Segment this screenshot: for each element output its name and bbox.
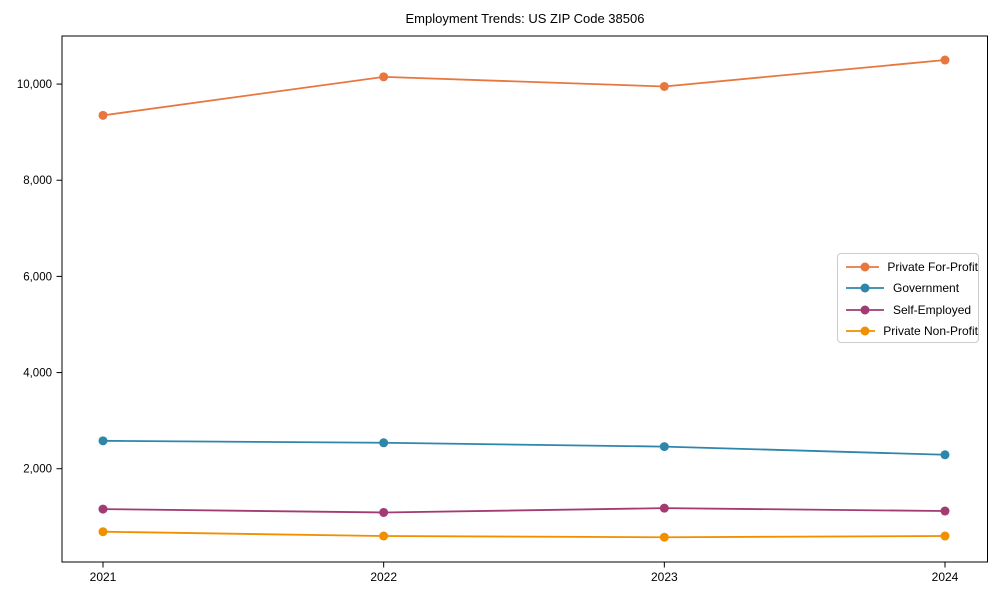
y-tick-label: 2,000 bbox=[23, 464, 52, 476]
legend-label: Self-Employed bbox=[893, 302, 972, 317]
y-tick-label: 4,000 bbox=[23, 368, 52, 380]
data-point-private-non-profit-2021 bbox=[98, 527, 108, 537]
data-point-self-employed-2022 bbox=[379, 507, 389, 517]
data-point-private-for-profit-2022 bbox=[379, 72, 389, 82]
x-tick-label: 2023 bbox=[651, 570, 678, 584]
x-tick-label: 2024 bbox=[932, 570, 959, 584]
x-tick-label: 2021 bbox=[90, 570, 117, 584]
series-line-private-for-profit bbox=[102, 59, 946, 117]
legend-marker-icon bbox=[846, 326, 876, 336]
y-tick-label: 6,000 bbox=[23, 271, 52, 283]
plot-frame bbox=[61, 35, 988, 563]
data-point-self-employed-2023 bbox=[659, 503, 669, 513]
data-point-government-2024 bbox=[940, 450, 950, 460]
legend-label: Private For-Profit bbox=[887, 259, 978, 274]
legend-marker-icon bbox=[846, 283, 884, 293]
data-point-private-for-profit-2021 bbox=[98, 110, 108, 120]
data-point-private-non-profit-2024 bbox=[940, 531, 950, 541]
series-line-self-employed bbox=[102, 507, 946, 514]
series-line-private-non-profit bbox=[102, 530, 946, 539]
data-point-government-2023 bbox=[659, 442, 669, 452]
data-point-self-employed-2024 bbox=[940, 506, 950, 516]
x-tick-label: 2022 bbox=[370, 570, 397, 584]
legend-item-self-employed: Self-Employed bbox=[845, 299, 978, 320]
legend-item-government: Government bbox=[845, 278, 978, 299]
data-point-private-non-profit-2022 bbox=[379, 531, 389, 541]
y-tick-label: 8,000 bbox=[23, 175, 52, 187]
data-point-private-for-profit-2023 bbox=[659, 81, 669, 91]
data-point-government-2022 bbox=[379, 438, 389, 448]
data-point-self-employed-2021 bbox=[98, 504, 108, 514]
legend-marker-icon bbox=[846, 262, 880, 272]
series-line-government bbox=[102, 439, 946, 456]
chart-legend: Private For-Profit Government Self-Employe… bbox=[837, 253, 979, 343]
data-point-private-for-profit-2024 bbox=[940, 55, 950, 65]
legend-label: Private Non-Profit bbox=[883, 324, 978, 339]
legend-item-private-non-profit: Private Non-Profit bbox=[845, 321, 978, 342]
legend-label: Government bbox=[893, 281, 960, 296]
legend-item-private-for-profit: Private For-Profit bbox=[845, 256, 978, 277]
legend-marker-icon bbox=[846, 305, 884, 315]
chart-title: Employment Trends: US ZIP Code 38506 bbox=[405, 11, 645, 26]
data-point-government-2021 bbox=[98, 436, 108, 446]
y-tick-label: 10,000 bbox=[17, 79, 52, 91]
data-point-private-non-profit-2023 bbox=[659, 532, 669, 542]
